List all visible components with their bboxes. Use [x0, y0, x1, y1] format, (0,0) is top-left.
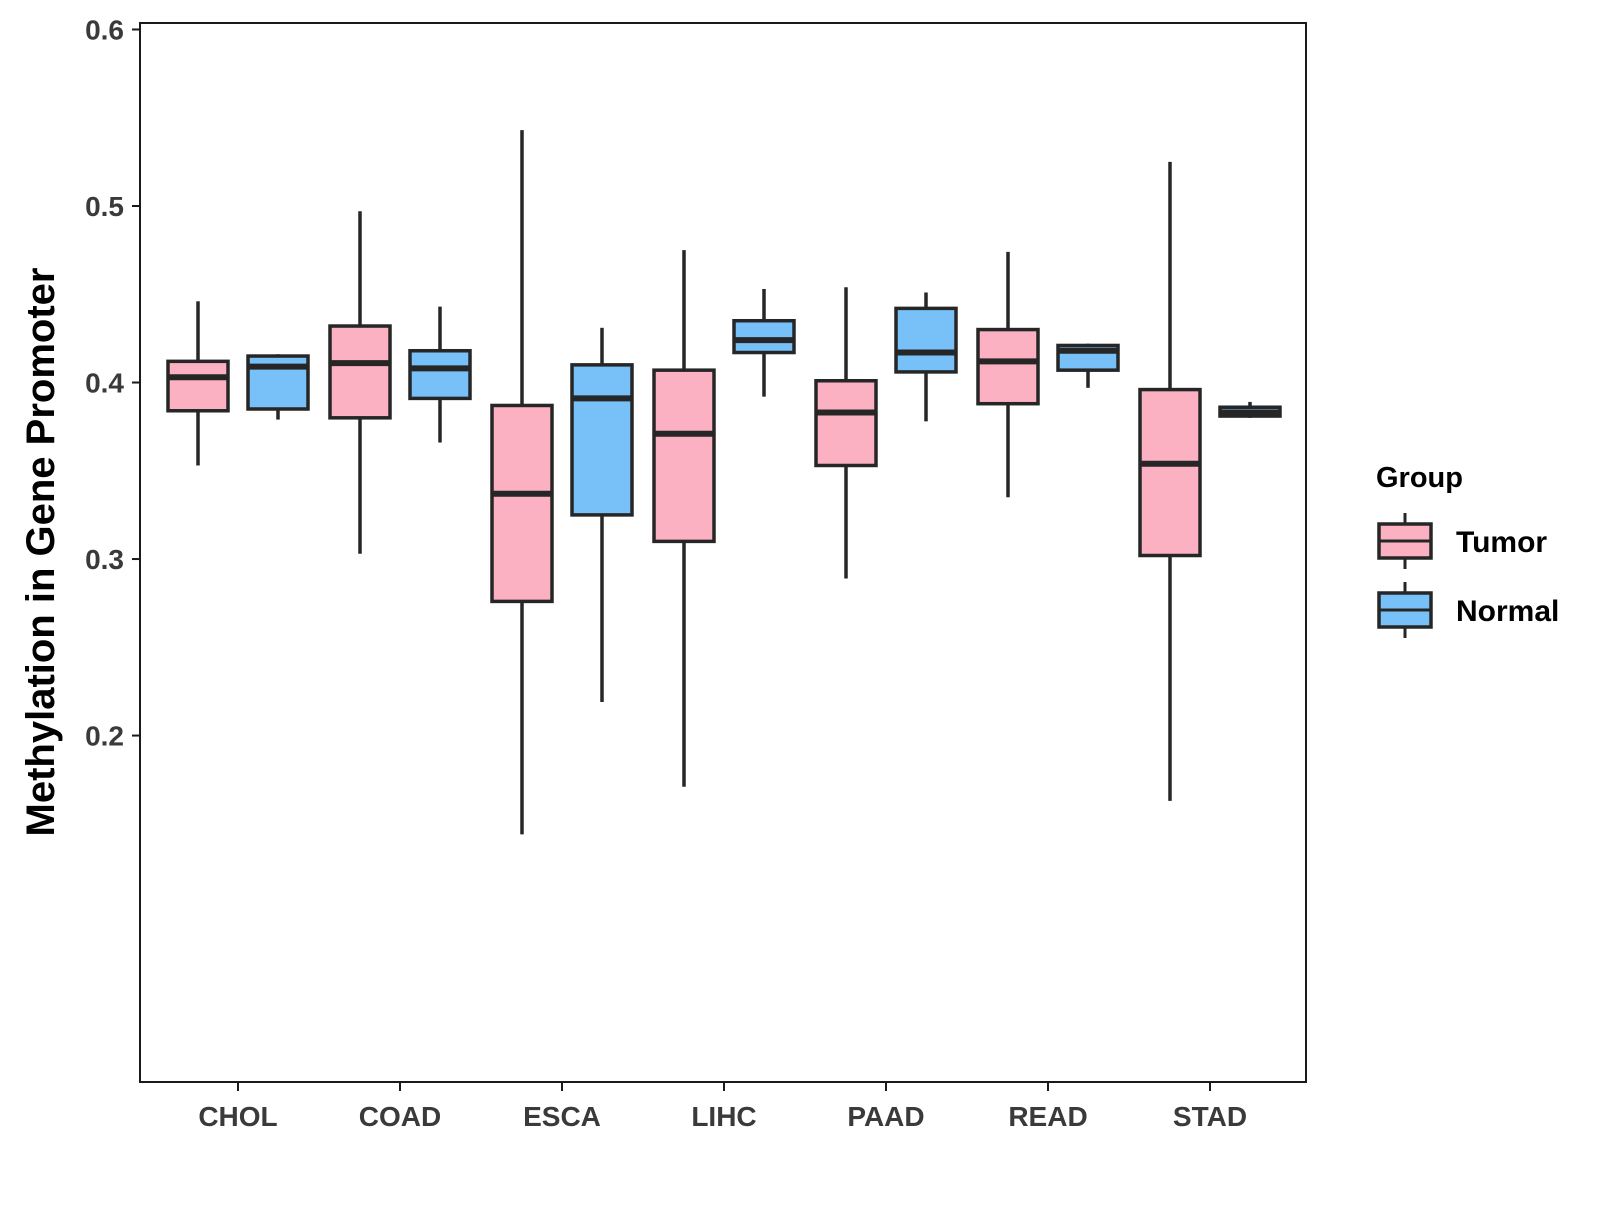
y-axis: 0.20.30.40.50.60.7 [85, 14, 140, 752]
box-normal-read [1056, 343, 1120, 388]
legend-label: Normal [1456, 595, 1559, 628]
box-tumor-esca [490, 130, 554, 835]
box-normal-lihc [732, 288, 796, 397]
box-normal-coad [408, 306, 472, 443]
legend-title: Group [1376, 462, 1463, 494]
box-tumor-lihc [652, 250, 716, 787]
box-tumor-coad [328, 211, 392, 554]
x-tick-label: LIHC [691, 1101, 756, 1132]
box-tumor-stad [1138, 161, 1202, 801]
box-tumor-chol [166, 301, 230, 466]
iqr-box [1138, 387, 1202, 558]
y-tick-label: 0.5 [85, 191, 124, 222]
box-normal-esca [570, 327, 634, 703]
y-tick-label: 0.3 [85, 544, 124, 575]
x-tick-label: COAD [359, 1101, 441, 1132]
iqr-box [732, 318, 796, 355]
x-tick-label: ESCA [523, 1101, 601, 1132]
y-tick-label: 0.6 [85, 14, 124, 45]
legend-label: Tumor [1456, 526, 1547, 559]
legend: Group Tumor Normal [1376, 462, 1559, 638]
x-tick-label: CHOL [198, 1101, 277, 1132]
x-tick-label: STAD [1173, 1101, 1247, 1132]
box-normal-chol [246, 354, 310, 420]
iqr-box [652, 368, 716, 544]
iqr-box [490, 403, 554, 604]
x-tick-label: PAAD [847, 1101, 924, 1132]
y-axis-label: Methylation in Gene Promoter [19, 268, 63, 837]
iqr-box [408, 348, 472, 401]
iqr-box [814, 379, 878, 468]
iqr-box [976, 327, 1040, 406]
iqr-box [570, 363, 634, 517]
legend-entry-normal: Normal [1377, 582, 1559, 638]
iqr-box [328, 324, 392, 420]
box-layer [166, 130, 1282, 835]
box-normal-stad [1218, 401, 1282, 418]
box-tumor-read [976, 251, 1040, 498]
x-axis: CHOL COAD ESCA LIHC PAAD READ STAD [198, 1082, 1247, 1132]
box-normal-paad [894, 292, 958, 422]
legend-entry-tumor: Tumor [1377, 513, 1547, 569]
plot-panel-border [139, 22, 1307, 1083]
y-tick-label: 0.4 [85, 368, 124, 399]
iqr-box [894, 306, 958, 374]
box-tumor-paad [814, 287, 878, 579]
x-tick-label: READ [1008, 1101, 1087, 1132]
iqr-box [166, 359, 230, 413]
y-tick-label: 0.2 [85, 721, 124, 752]
